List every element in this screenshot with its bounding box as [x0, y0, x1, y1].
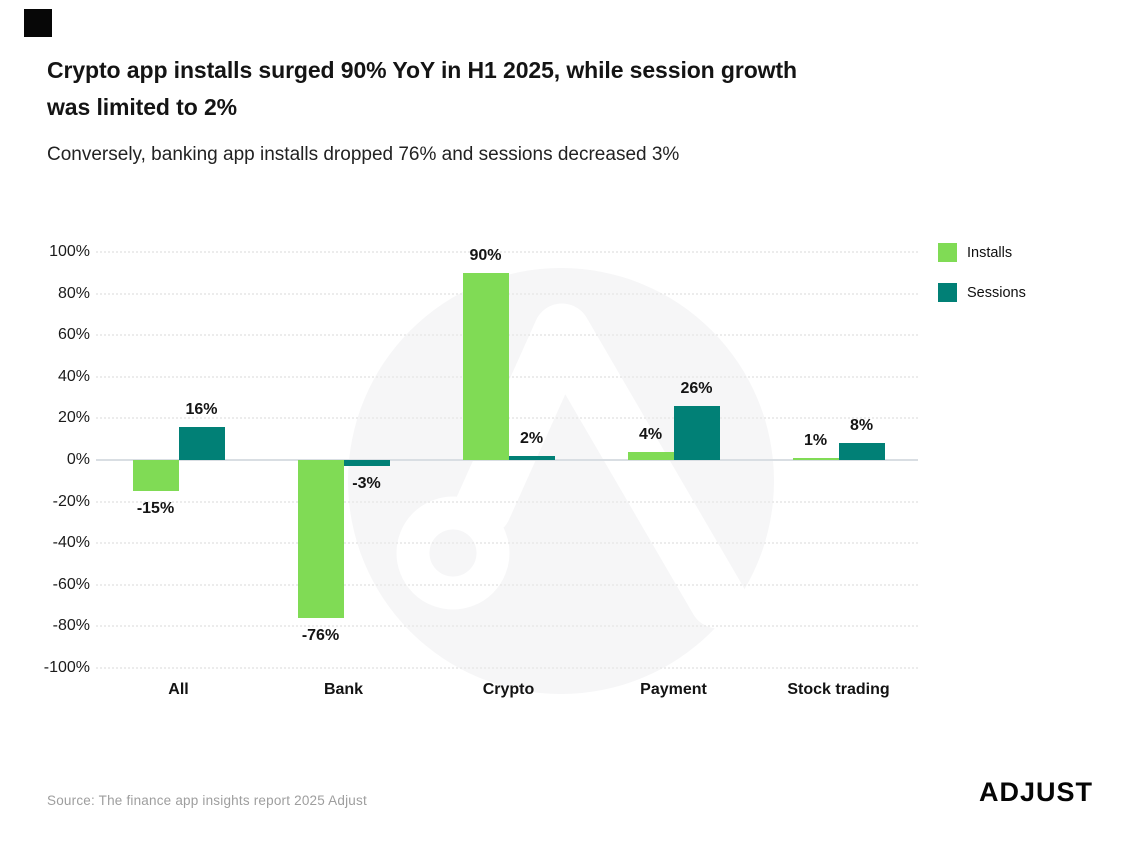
- gridline--100: [96, 667, 918, 669]
- legend-label-sessions: Sessions: [967, 284, 1026, 301]
- adjust-watermark-icon: [348, 268, 774, 694]
- bar-value-label: -15%: [136, 500, 175, 518]
- legend-item-sessions: Sessions: [938, 283, 1026, 302]
- page-title-line-1: Crypto app installs surged 90% YoY in H1…: [47, 57, 797, 83]
- legend-item-installs: Installs: [938, 243, 1026, 262]
- bar-sessions-crypto: [508, 455, 555, 460]
- y-axis-tick-label: 100%: [49, 243, 90, 260]
- gridline--80: [96, 625, 918, 628]
- y-axis-tick-label: -40%: [52, 534, 90, 552]
- y-axis-tick-label: -60%: [52, 575, 90, 593]
- x-axis-category-label: Crypto: [482, 681, 535, 698]
- x-axis-category-label: Bank: [323, 681, 364, 698]
- bar-sessions-bank: [343, 460, 390, 467]
- y-axis-tick-label: 0%: [66, 451, 90, 468]
- watermark-a-peak: [454, 303, 747, 629]
- gridline--20: [96, 500, 918, 503]
- bar-sessions-all: [178, 426, 225, 460]
- source-note: Source: The finance app insights report …: [47, 793, 367, 808]
- gridline--60: [96, 583, 918, 586]
- y-axis-tick-label: 20%: [57, 409, 90, 427]
- legend-swatch-installs: [938, 243, 957, 262]
- bar-value-label: -76%: [301, 627, 340, 645]
- bar-installs-crypto: [462, 272, 509, 460]
- bar-installs-payment: [627, 451, 674, 460]
- gridline-100: [96, 251, 918, 253]
- bar-value-label: 4%: [638, 425, 663, 443]
- page-subtitle: Conversely, banking app installs dropped…: [47, 144, 680, 165]
- page-title-line-2: was limited to 2%: [47, 94, 238, 120]
- legend-swatch-sessions: [938, 283, 957, 302]
- bar-value-label: 90%: [469, 246, 502, 264]
- page-title: Crypto app installs surged 90% YoY in H1…: [47, 52, 927, 126]
- bar-sessions-stock-trading: [838, 443, 885, 460]
- adjust-logo: ADJUST: [978, 777, 1093, 807]
- y-axis-tick-label: 40%: [57, 367, 90, 385]
- bar-installs-bank: [297, 460, 344, 619]
- legend-label-installs: Installs: [967, 244, 1013, 261]
- chart-legend: Installs Sessions: [938, 243, 1026, 302]
- y-axis-tick-label: 60%: [57, 326, 90, 344]
- bar-value-label: 1%: [803, 431, 828, 449]
- watermark-a-loop: [396, 496, 510, 610]
- bar-value-label: 2%: [519, 429, 544, 447]
- gridline-0: [96, 459, 918, 461]
- x-axis-category-label: Payment: [640, 681, 707, 698]
- y-axis-tick-label: -20%: [52, 492, 90, 510]
- bar-installs-stock-trading: [792, 457, 839, 460]
- y-axis-tick-label: 80%: [57, 284, 90, 302]
- gridline--40: [96, 542, 918, 545]
- y-axis-tick-label: -100%: [43, 659, 90, 676]
- brand-corner-square: [24, 9, 52, 37]
- x-axis-category-label: Stock trading: [787, 681, 890, 698]
- bar-installs-all: [132, 460, 179, 492]
- bar-sessions-payment: [673, 405, 720, 460]
- bar-value-label: 8%: [849, 417, 874, 435]
- bar-value-label: 26%: [680, 379, 713, 397]
- x-axis-category-label: All: [168, 681, 189, 698]
- bar-value-label: -3%: [352, 475, 381, 493]
- y-axis-tick-label: -80%: [52, 617, 90, 635]
- bar-value-label: 16%: [185, 400, 218, 418]
